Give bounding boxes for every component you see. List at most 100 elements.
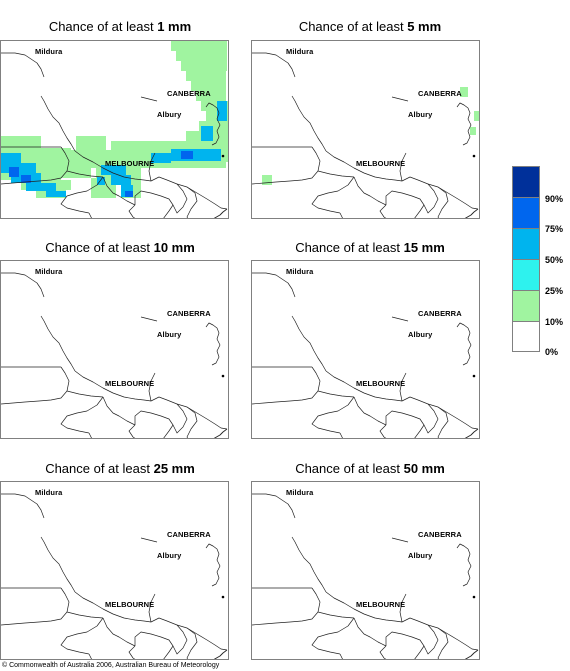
marker-dot: [221, 374, 225, 378]
district-boundary: [148, 593, 156, 623]
rainfall-probability-cell: [186, 71, 226, 81]
district-boundary: [423, 403, 439, 434]
district-boundary: [74, 150, 228, 210]
title-amount: 1 mm: [157, 19, 192, 34]
map-canvas: [252, 272, 479, 438]
district-boundary: [1, 146, 70, 185]
map-panel-1mm: Mildura CANBERRA Albury MELBOURNE: [0, 40, 229, 219]
district-boundary: [325, 591, 479, 651]
district-boundary: [88, 653, 92, 659]
river-boundary: [1, 52, 45, 78]
district-boundary: [102, 396, 136, 426]
title-amount: 10 mm: [153, 240, 195, 255]
district-boundary: [311, 617, 355, 655]
rainfall-probability-cell: [1, 160, 76, 168]
legend-swatch-top: [513, 167, 539, 198]
district-boundary: [128, 410, 174, 438]
legend-label-25: 25%: [545, 286, 564, 296]
marker-dot: [472, 595, 476, 599]
river-boundary: [391, 537, 409, 543]
district-boundary: [186, 627, 198, 659]
district-boundary: [353, 176, 387, 206]
district-boundary: [1, 587, 70, 626]
city-label-albury: Albury: [157, 551, 182, 560]
district-boundary: [291, 95, 327, 152]
panel-title-1mm: Chance of at least 1 mm: [0, 19, 240, 35]
title-prefix: Chance of at least: [295, 240, 404, 255]
title-amount: 50 mm: [403, 461, 445, 476]
district-boundary: [379, 410, 425, 438]
rainfall-probability-cell: [26, 183, 56, 191]
city-label-albury: Albury: [408, 330, 433, 339]
district-boundary: [339, 653, 343, 659]
rainfall-probability-cell: [474, 111, 479, 121]
title-amount: 15 mm: [403, 240, 445, 255]
panel-title-15mm: Chance of at least 15 mm: [250, 240, 490, 256]
district-boundary: [379, 190, 425, 218]
district-boundary: [423, 624, 439, 655]
city-label-canberra: CANBERRA: [167, 530, 211, 539]
river-boundary: [1, 493, 45, 519]
rainfall-probability-cell: [46, 191, 66, 197]
city-label-canberra: CANBERRA: [167, 89, 211, 98]
marker-dot: [472, 154, 476, 158]
district-boundary: [66, 170, 104, 178]
district-boundary: [128, 190, 174, 218]
river-boundary: [140, 96, 158, 102]
district-boundary: [325, 150, 479, 210]
district-boundary: [66, 611, 104, 619]
river-boundary: [391, 96, 409, 102]
coastline: [464, 208, 479, 218]
rainfall-probability-cell: [125, 191, 133, 197]
district-boundary: [339, 212, 343, 218]
legend-label-0: 0%: [545, 347, 559, 357]
panel-title-10mm: Chance of at least 10 mm: [0, 240, 240, 256]
map-panel-15mm: Mildura CANBERRA Albury MELBOURNE: [251, 260, 480, 439]
district-boundary: [186, 406, 198, 438]
district-boundary: [102, 617, 136, 647]
city-label-canberra: CANBERRA: [418, 309, 462, 318]
rainfall-probability-cell: [1, 136, 41, 148]
district-boundary: [399, 372, 407, 402]
rainfall-probability-cell: [76, 136, 106, 150]
river-boundary: [252, 52, 296, 78]
river-boundary: [1, 272, 45, 298]
city-label-albury: Albury: [408, 551, 433, 560]
rainfall-probability-cell: [171, 41, 227, 51]
act-boundary: [456, 102, 472, 146]
rainfall-probability-cell: [201, 126, 213, 141]
city-label-melbourne: MELBOURNE: [105, 159, 155, 168]
city-label-melbourne: MELBOURNE: [105, 600, 155, 609]
district-boundary: [437, 186, 449, 218]
district-boundary: [325, 370, 479, 430]
coastline: [213, 208, 228, 218]
legend-swatch-50: [513, 260, 539, 291]
rainfall-probability-cell: [217, 101, 227, 121]
map-canvas: [1, 272, 228, 438]
district-boundary: [291, 536, 327, 593]
rainfall-probability-cell: [9, 167, 19, 177]
rainfall-probability-cell: [171, 149, 221, 161]
district-boundary: [311, 396, 355, 434]
district-boundary: [148, 372, 156, 402]
rainfall-probability-cell: [101, 165, 126, 175]
rainfall-probability-cell: [199, 121, 228, 131]
rainfall-probability-cell: [176, 51, 227, 61]
city-label-mildura: Mildura: [286, 47, 314, 56]
city-label-mildura: Mildura: [35, 488, 63, 497]
district-boundary: [252, 146, 321, 185]
district-boundary: [353, 617, 387, 647]
district-boundary: [379, 631, 425, 659]
district-boundary: [317, 170, 355, 178]
city-label-melbourne: MELBOURNE: [105, 379, 155, 388]
legend-label-75: 75%: [545, 224, 564, 234]
river-boundary: [252, 272, 296, 298]
district-boundary: [172, 624, 188, 655]
legend-swatch-90: [513, 198, 539, 229]
title-prefix: Chance of at least: [295, 461, 404, 476]
map-canvas: [1, 41, 228, 218]
city-label-albury: Albury: [408, 110, 433, 119]
city-label-mildura: Mildura: [35, 47, 63, 56]
district-boundary: [423, 183, 439, 214]
rainfall-probability-cell: [1, 153, 21, 163]
